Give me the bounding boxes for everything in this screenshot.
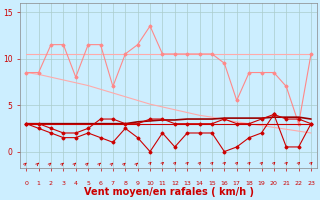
X-axis label: Vent moyen/en rafales ( km/h ): Vent moyen/en rafales ( km/h )	[84, 187, 254, 197]
